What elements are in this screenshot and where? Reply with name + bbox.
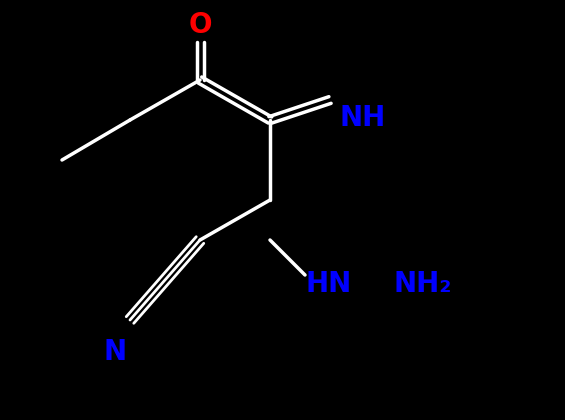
Text: O: O — [188, 11, 212, 39]
Text: NH: NH — [340, 104, 386, 132]
Text: NH₂: NH₂ — [394, 270, 453, 298]
Text: HN: HN — [306, 270, 352, 298]
Text: N: N — [103, 338, 127, 366]
